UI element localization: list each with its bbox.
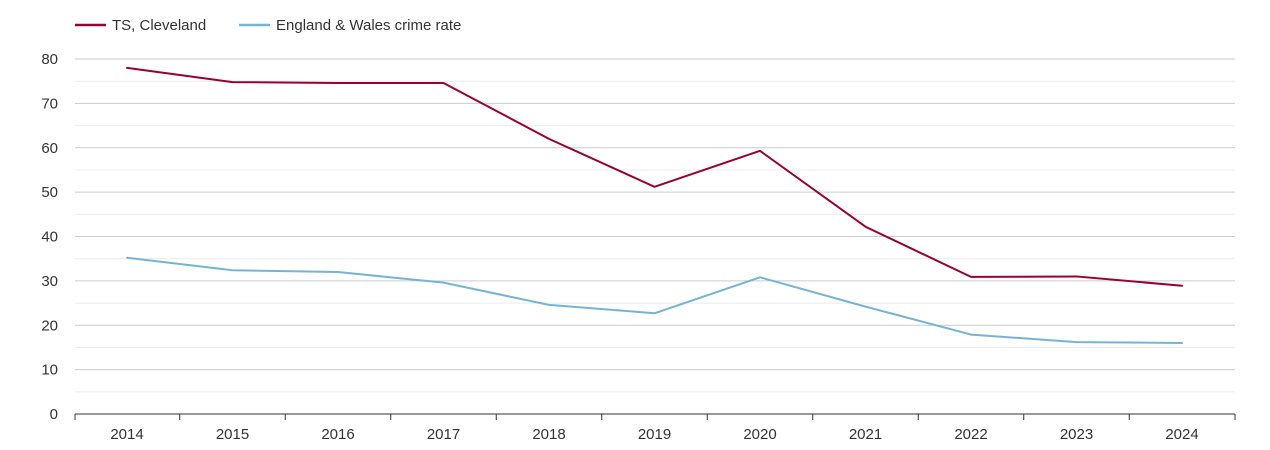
x-tick-label: 2021 (849, 426, 882, 443)
x-tick-label: 2022 (954, 426, 987, 443)
legend-label-series-1: TS, Cleveland (112, 17, 206, 34)
x-tick-label: 2023 (1060, 426, 1093, 443)
series-lines (126, 66, 1183, 344)
legend-label-series-2: England & Wales crime rate (276, 17, 461, 34)
x-tick-label: 2018 (532, 426, 565, 443)
gridlines (75, 58, 1235, 393)
x-tick-label: 2014 (110, 426, 143, 443)
legend-item-series-2[interactable]: England & Wales crime rate (239, 17, 461, 34)
x-tick-label: 2016 (321, 426, 354, 443)
y-tick-label: 40 (41, 229, 58, 246)
x-tick-label: 2017 (427, 426, 460, 443)
y-tick-label: 20 (41, 317, 58, 334)
y-tick-label: 0 (50, 406, 58, 423)
legend-item-series-1[interactable]: TS, Cleveland (75, 17, 206, 34)
y-tick-label: 80 (41, 51, 58, 68)
series-line-1[interactable] (126, 66, 1183, 287)
y-tick-label: 10 (41, 362, 58, 379)
y-tick-label: 50 (41, 184, 58, 201)
y-tick-label: 70 (41, 95, 58, 112)
x-tick-label: 2015 (216, 426, 249, 443)
x-tick-label: 2024 (1165, 426, 1198, 443)
x-axis: 2014 2015 2016 2017 2018 2019 2020 2021 2022 2023… (74, 413, 1236, 443)
legend: TS, Cleveland England & Wales crime rate (75, 17, 461, 34)
series-line-2[interactable] (126, 256, 1183, 344)
x-tick-label: 2020 (743, 426, 776, 443)
x-tick-label: 2019 (638, 426, 671, 443)
y-tick-label: 30 (41, 273, 58, 290)
y-tick-label: 60 (41, 140, 58, 157)
y-axis: 0 10 20 30 40 50 60 70 80 (41, 51, 58, 423)
